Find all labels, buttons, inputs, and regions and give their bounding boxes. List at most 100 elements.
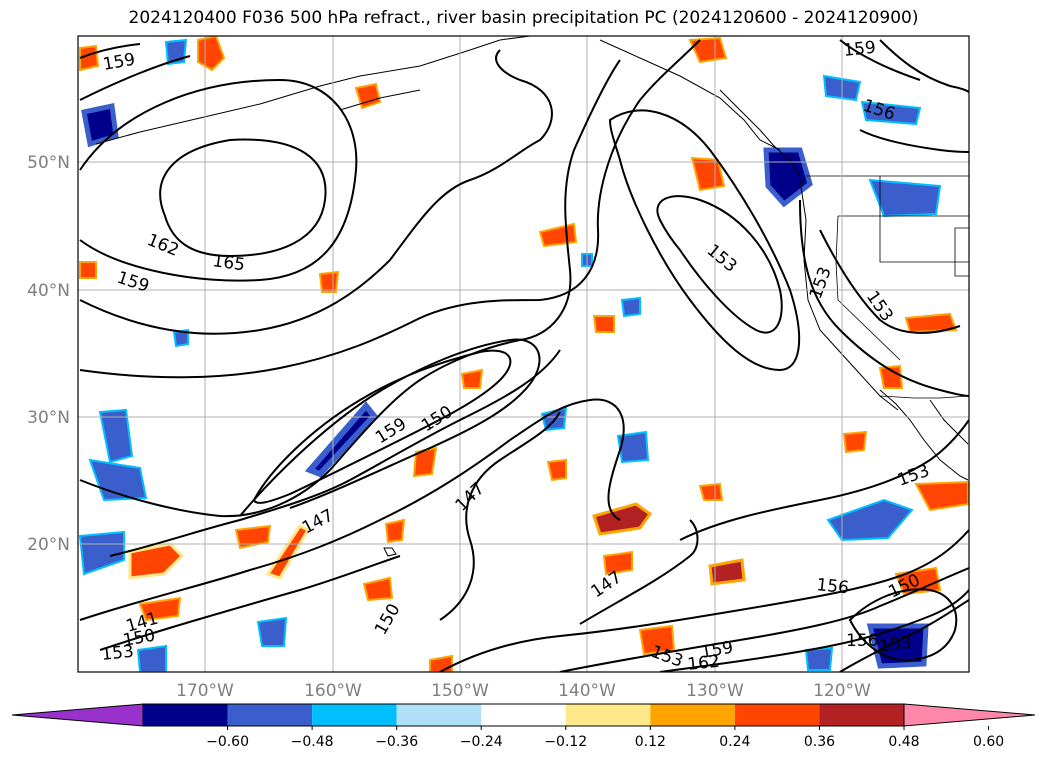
precip-patch [894,566,942,596]
colorbar-frame [142,703,905,727]
state-border [954,227,969,277]
precip-patch [638,624,676,656]
lat-label-30n: 30°N [27,408,70,428]
precip-patch [688,36,728,64]
precip-patch [914,480,969,512]
precip-patch [265,524,311,580]
baja-coast [879,389,969,481]
colorbar-tick-label: −0.60 [206,734,249,750]
contour-line [679,419,969,541]
contour-line [79,43,141,59]
colorbar-extend-left [11,703,144,727]
precip-patch [98,408,134,464]
precip-patch [620,296,641,318]
contour-label: 156 [815,575,849,598]
precip-patch [79,44,100,72]
precip-patch [616,430,650,464]
lat-label-40n: 40°N [27,281,70,301]
contour-line [879,39,969,93]
contour-line [79,398,625,621]
contour-label: 159 [842,38,876,61]
precip-patch [546,458,567,482]
contour-line [608,109,801,372]
colorbar: −0.60 −0.48 −0.36 −0.24 −0.12 0.12 0.24 0.36 0.4… [11,703,1036,750]
map-frame [77,35,970,673]
gulf-alaska-coast [599,39,781,151]
hawaii-islands [383,547,397,557]
colorbar-tick-label: 0.60 [973,734,1004,750]
precip-patch [362,576,394,602]
precip-patch [804,646,834,671]
contour-line [859,129,969,153]
contour-label: 162 [686,652,720,675]
alaska-coast [95,36,531,145]
precip-patch [128,542,185,580]
precip-patch [592,502,653,536]
precip-patch [698,482,724,501]
precip-patch [136,644,167,672]
contour-line [848,588,958,662]
contour-line [559,567,969,672]
aleutians [339,89,421,111]
lat-label-50n: 50°N [27,153,70,173]
contour-line [159,138,327,258]
precip-patch [81,102,119,148]
precip-patch [868,178,942,218]
longitude-labels: 170°W 160°W 150°W 140°W 130°W 120°W [176,681,871,701]
precip-patch [860,100,922,126]
colorbar-segment [819,704,904,726]
state-border [835,215,901,361]
colorbar-segment [650,704,735,726]
contour-line [79,49,553,335]
contour-label: 153 [878,633,913,657]
contour-line [839,39,921,81]
precip-patch [708,558,746,586]
precip-patch [878,364,904,389]
political-borders [806,175,969,399]
precip-patch [429,654,453,672]
colorbar-tick-label: 0.24 [719,734,750,750]
precip-patch [354,82,382,110]
lon-label-130w: 130°W [686,681,744,701]
mainland-mexico-coast [929,399,969,445]
contour-line [819,229,961,334]
colorbar-segments [143,704,904,726]
lon-label-160w: 160°W [304,681,362,701]
colorbar-tick-label: 0.36 [804,734,835,750]
lon-label-140w: 140°W [558,681,616,701]
precip-patch [172,328,189,348]
colorbar-segment [143,704,228,726]
contour-line [79,59,621,518]
bc-coast [719,89,801,177]
lat-label-20n: 20°N [27,535,70,555]
colorbar-tick-label: −0.36 [375,734,418,750]
contour-line [252,349,512,504]
colorbar-ticks: −0.60 −0.48 −0.36 −0.24 −0.12 0.12 0.24 0.36 0.4… [206,726,1004,750]
us-mexico-border [879,395,969,399]
map-area [78,36,969,672]
precip-patch [234,524,272,550]
contour-label: 165 [211,251,246,275]
contour-line [656,195,783,334]
precip-patch [78,530,125,576]
colorbar-tick-label: −0.12 [544,734,587,750]
contour-line [659,589,969,672]
colorbar-tick-label: −0.48 [291,734,334,750]
latitude-labels: 50°N 40°N 30°N 20°N [27,153,70,555]
lon-label-170w: 170°W [176,681,234,701]
precip-patch [384,518,406,544]
contour-line [109,349,561,557]
precip-patch [826,498,914,542]
map-title: 2024120400 F036 500 hPa refract., river … [128,8,919,28]
precip-patch [592,315,615,333]
contour-line [799,199,969,397]
contour-line [839,599,969,672]
precip-patch [602,550,633,576]
colorbar-segment [481,704,566,726]
lon-label-120w: 120°W [813,681,871,701]
colorbar-segment [227,704,313,726]
contour-line [439,529,969,672]
precip-patch [79,261,97,279]
precip-patch [304,401,378,478]
state-border [879,176,969,263]
